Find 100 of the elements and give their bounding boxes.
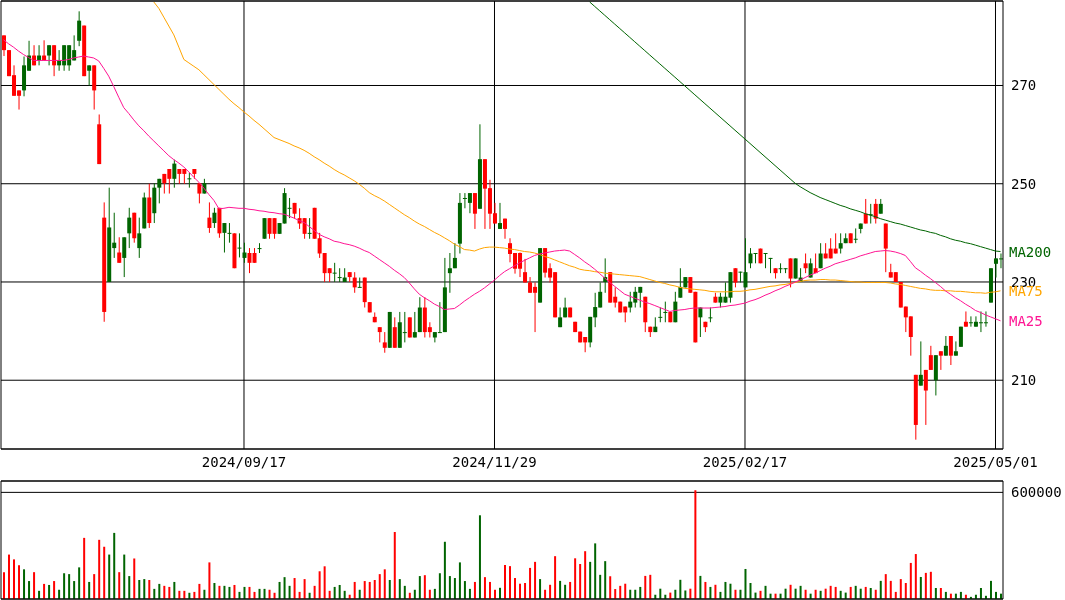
candlestick	[763, 252, 768, 269]
bar	[373, 579, 376, 599]
bar	[403, 585, 406, 599]
candlestick	[593, 292, 598, 328]
candlestick	[793, 257, 798, 280]
bar	[749, 583, 752, 599]
bar	[919, 576, 922, 599]
candlestick	[352, 271, 357, 294]
bar	[393, 532, 396, 599]
bar	[63, 573, 66, 599]
bar	[509, 566, 512, 599]
candlestick	[678, 267, 683, 299]
candlestick	[948, 335, 953, 366]
candlestick	[923, 369, 928, 426]
candlestick	[873, 198, 878, 225]
bar	[569, 581, 572, 599]
bar	[584, 551, 587, 599]
candlestick	[262, 217, 267, 240]
candlestick	[77, 10, 82, 47]
candlestick	[157, 178, 162, 204]
bar	[849, 586, 852, 599]
bar	[488, 581, 491, 599]
bar	[258, 588, 261, 599]
bar	[709, 586, 712, 599]
bar	[589, 561, 592, 599]
bar	[799, 585, 802, 599]
bar	[764, 585, 767, 599]
bar	[879, 580, 882, 599]
bar	[934, 587, 937, 599]
bar	[243, 586, 246, 599]
bar	[884, 574, 887, 599]
bar	[418, 576, 421, 599]
bar	[173, 581, 176, 599]
bar	[534, 561, 537, 599]
bar	[834, 586, 837, 599]
bar	[218, 585, 221, 599]
bar	[619, 585, 622, 599]
bar	[233, 584, 236, 599]
x-tick-label: 2025/05/01	[953, 453, 1038, 470]
bar	[599, 574, 602, 599]
bar	[78, 567, 81, 599]
bar	[729, 583, 732, 599]
candlestick	[628, 291, 633, 313]
bar	[453, 578, 456, 599]
candlestick	[47, 44, 52, 66]
candlestick	[52, 44, 57, 77]
bar	[854, 585, 857, 599]
candlestick	[768, 257, 773, 274]
bar	[514, 578, 517, 599]
bar	[108, 554, 111, 599]
y-tick-label: 210	[1011, 372, 1037, 389]
candlestick	[938, 350, 943, 371]
candlestick	[137, 217, 142, 259]
series-label: MA200	[1009, 243, 1052, 260]
bar	[313, 585, 316, 599]
bar	[433, 588, 436, 599]
bar	[699, 575, 702, 599]
bar	[13, 559, 16, 599]
bar	[28, 581, 31, 599]
candlestick	[803, 252, 808, 274]
candlestick	[452, 242, 457, 269]
bar	[604, 561, 607, 599]
bar	[143, 579, 146, 599]
bar	[3, 572, 5, 599]
bar	[904, 583, 907, 599]
bar	[899, 579, 902, 599]
bar	[724, 581, 727, 599]
bar	[23, 569, 26, 599]
bar	[504, 565, 506, 599]
bar	[103, 546, 106, 599]
candlestick	[412, 311, 417, 338]
candlestick	[332, 262, 337, 283]
bar	[443, 541, 446, 599]
bar	[48, 584, 51, 599]
candlestick	[307, 217, 312, 240]
candlestick	[943, 335, 948, 357]
bar	[133, 558, 136, 599]
bar	[644, 575, 647, 599]
bar	[323, 566, 326, 599]
candlestick	[673, 291, 678, 323]
bar	[113, 532, 116, 599]
bar	[438, 573, 441, 599]
bar	[639, 586, 642, 599]
candlestick	[122, 236, 127, 278]
bar	[213, 583, 216, 599]
candlestick	[733, 267, 738, 288]
candlestick	[392, 316, 397, 349]
bar	[529, 567, 532, 599]
candlestick	[212, 207, 217, 229]
bar	[579, 563, 582, 599]
bar	[909, 562, 912, 599]
bar	[378, 574, 381, 599]
candlestick	[753, 252, 758, 264]
candlestick	[172, 159, 177, 189]
candlestick	[993, 257, 998, 279]
x-tick-label: 2024/09/17	[201, 453, 287, 470]
bar	[368, 581, 371, 599]
series-label: MA25	[1009, 312, 1043, 329]
bar	[463, 581, 466, 599]
bar	[83, 537, 86, 599]
